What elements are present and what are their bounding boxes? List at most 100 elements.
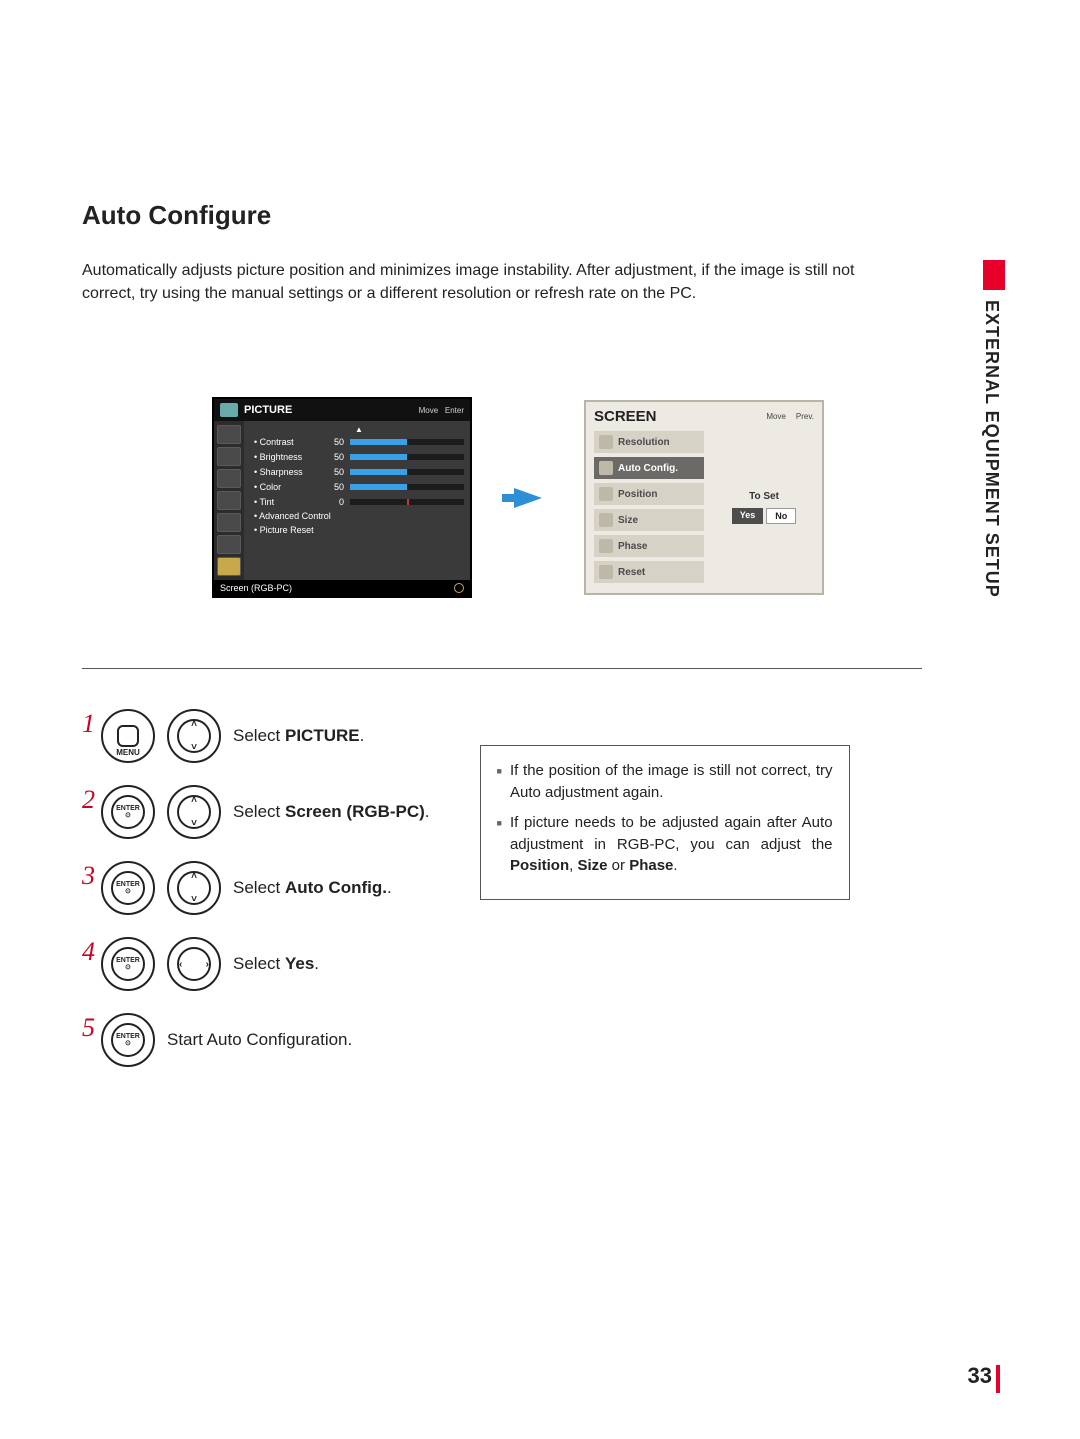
screen-menu-item: Reset bbox=[594, 561, 704, 583]
setting-bar bbox=[350, 439, 464, 445]
divider bbox=[82, 668, 922, 669]
screen-rgb-pc-label: Screen (RGB-PC) bbox=[220, 583, 292, 593]
screen-menu-item: Position bbox=[594, 483, 704, 505]
step-number: 2 bbox=[82, 785, 95, 815]
menu-item-icon bbox=[599, 487, 613, 501]
setting-value: 50 bbox=[326, 437, 344, 447]
menu-item-label: Position bbox=[618, 489, 657, 500]
osd-picture-hints: Move Enter bbox=[419, 406, 464, 415]
remote-enter-button: ENTER⊙ bbox=[101, 937, 155, 991]
notes-box: If the position of the image is still no… bbox=[480, 745, 850, 900]
picture-setting-row: • Sharpness50 bbox=[254, 464, 464, 479]
step-text: Select PICTURE. bbox=[233, 726, 364, 746]
remote-enter-button: ENTER⊙ bbox=[101, 785, 155, 839]
osd-picture-iconcol bbox=[214, 421, 244, 580]
osd-screen-header: SCREEN Move Prev. bbox=[586, 402, 822, 431]
hint-move: Move bbox=[419, 406, 439, 415]
osd-row: PICTURE Move Enter ▲ • Contrast50• Brigh… bbox=[212, 397, 990, 598]
osd-nav-icon bbox=[217, 557, 241, 576]
picture-setting-row: • Contrast 50 bbox=[254, 434, 464, 449]
steps-list: 1MENU˄˅Select PICTURE.2ENTER⊙˄˅Select Sc… bbox=[82, 709, 430, 1067]
menu-item-icon bbox=[599, 539, 613, 553]
setting-label: • Color bbox=[254, 482, 320, 492]
note-item: If picture needs to be adjusted again af… bbox=[497, 812, 833, 877]
step-row: 4ENTER⊙‹› Select Yes. bbox=[82, 937, 430, 991]
page-number: 33 bbox=[968, 1363, 992, 1389]
setting-bar bbox=[350, 454, 464, 460]
yes-no-group: Yes No bbox=[732, 508, 797, 524]
screen-menu-item: Resolution bbox=[594, 431, 704, 453]
step-row: 5ENTER⊙Start Auto Configuration. bbox=[82, 1013, 430, 1067]
picture-setting-row: • Brightness 50 bbox=[254, 449, 464, 464]
osd-nav-icon bbox=[217, 513, 241, 532]
step-text: Select Screen (RGB-PC). bbox=[233, 802, 430, 822]
step-row: 1MENU˄˅Select PICTURE. bbox=[82, 709, 430, 763]
intro-text: Automatically adjusts picture position a… bbox=[82, 259, 872, 305]
remote-dpad-ud-button: ˄˅ bbox=[167, 709, 221, 763]
osd-nav-icon bbox=[217, 447, 241, 466]
picture-reset-row: • Picture Reset bbox=[254, 523, 464, 537]
remote-enter-button: ENTER⊙ bbox=[101, 1013, 155, 1067]
menu-item-icon bbox=[599, 565, 613, 579]
setting-label: • Brightness bbox=[254, 452, 320, 462]
yes-button: Yes bbox=[732, 508, 764, 524]
menu-item-label: Size bbox=[618, 515, 638, 526]
osd-picture-header: PICTURE Move Enter bbox=[214, 399, 470, 421]
osd-picture-title: PICTURE bbox=[244, 404, 292, 416]
picture-setting-row: • Tint 0 bbox=[254, 494, 464, 509]
remote-menu-button: MENU bbox=[101, 709, 155, 763]
menu-item-label: Resolution bbox=[618, 437, 670, 448]
menu-item-icon bbox=[599, 435, 613, 449]
setting-bar bbox=[350, 469, 464, 475]
screen-rgb-pc-row: Screen (RGB-PC) bbox=[214, 580, 470, 596]
picture-icon bbox=[220, 403, 238, 417]
screen-menu-item: Phase bbox=[594, 535, 704, 557]
osd-nav-icon bbox=[217, 425, 241, 444]
screen-menu-item: Auto Config. bbox=[594, 457, 704, 479]
arrow-right-icon bbox=[514, 488, 542, 508]
page-title: Auto Configure bbox=[82, 200, 990, 231]
osd-nav-icon bbox=[217, 491, 241, 510]
step-number: 3 bbox=[82, 861, 95, 891]
step-row: 2ENTER⊙˄˅ Select Screen (RGB-PC). bbox=[82, 785, 430, 839]
osd-screen-right: To Set Yes No bbox=[714, 431, 814, 583]
osd-nav-icon bbox=[217, 535, 241, 554]
step-number: 5 bbox=[82, 1013, 95, 1043]
setting-label: • Contrast bbox=[254, 437, 320, 447]
no-button: No bbox=[766, 508, 796, 524]
section-side-label: EXTERNAL EQUIPMENT SETUP bbox=[981, 300, 1002, 598]
osd-nav-icon bbox=[217, 469, 241, 488]
menu-item-icon bbox=[599, 461, 613, 475]
setting-value: 50 bbox=[326, 482, 344, 492]
setting-value: 50 bbox=[326, 452, 344, 462]
remote-enter-button: ENTER⊙ bbox=[101, 861, 155, 915]
osd-screen-panel: SCREEN Move Prev. Resolution Auto Config.… bbox=[584, 400, 824, 595]
hint-move: Move bbox=[766, 412, 786, 421]
osd-screen-hints: Move Prev. bbox=[766, 412, 814, 421]
step-row: 3ENTER⊙˄˅ Select Auto Config.. bbox=[82, 861, 430, 915]
osd-picture-settings: ▲ • Contrast50• Brightness50• Sharpness5… bbox=[244, 421, 470, 580]
hint-enter: Enter bbox=[445, 406, 464, 415]
setting-value: 0 bbox=[326, 497, 344, 507]
to-set-label: To Set bbox=[749, 491, 779, 502]
advanced-control-row: • Advanced Control bbox=[254, 509, 464, 523]
hint-prev: Prev. bbox=[796, 412, 814, 421]
remote-dpad-ud-button: ˄˅ bbox=[167, 785, 221, 839]
setting-bar bbox=[350, 484, 464, 490]
menu-item-label: Phase bbox=[618, 541, 647, 552]
remote-dpad-lr-button: ‹› bbox=[167, 937, 221, 991]
menu-item-label: Reset bbox=[618, 567, 645, 578]
note-item: If the position of the image is still no… bbox=[497, 760, 833, 804]
step-text: Select Auto Config.. bbox=[233, 878, 392, 898]
enter-dot-icon bbox=[454, 583, 464, 593]
remote-dpad-ud-button: ˄˅ bbox=[167, 861, 221, 915]
step-text: Select Yes. bbox=[233, 954, 319, 974]
osd-picture-panel: PICTURE Move Enter ▲ • Contrast50• Brigh… bbox=[212, 397, 472, 598]
setting-value: 50 bbox=[326, 467, 344, 477]
setting-bar bbox=[350, 499, 464, 505]
page-number-accent bbox=[996, 1365, 1000, 1393]
step-number: 4 bbox=[82, 937, 95, 967]
setting-label: • Tint bbox=[254, 497, 320, 507]
menu-item-label: Auto Config. bbox=[618, 463, 678, 474]
picture-setting-row: • Color 50 bbox=[254, 479, 464, 494]
